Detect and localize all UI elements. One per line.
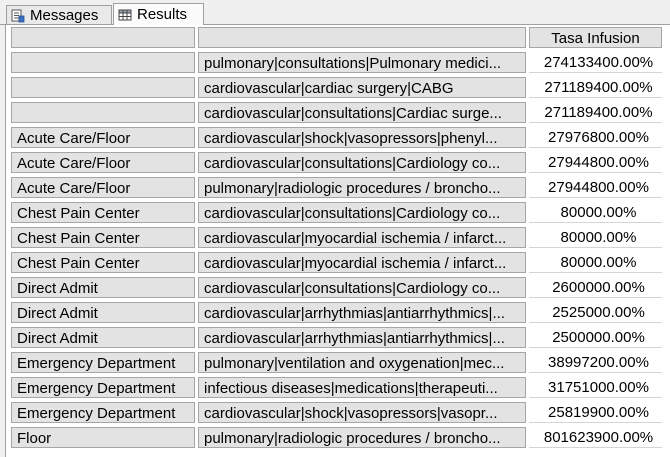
table-row[interactable]: Emergency Department cardiovascular|shoc… <box>6 400 670 425</box>
row-header-cell[interactable]: cardiovascular|shock|vasopressors|vasopr… <box>198 402 526 423</box>
table-row[interactable]: Direct Admit cardiovascular|consultation… <box>6 275 670 300</box>
row-header-cell[interactable]: Direct Admit <box>11 302 195 323</box>
row-header-cell[interactable]: Chest Pain Center <box>11 227 195 248</box>
table-row[interactable]: Emergency Department infectious diseases… <box>6 375 670 400</box>
row-header-cell[interactable]: Floor <box>11 427 195 448</box>
row-header-cell[interactable]: Acute Care/Floor <box>11 177 195 198</box>
tab-messages[interactable]: Messages <box>6 5 112 25</box>
results-tab-bar: Messages Results <box>0 0 670 26</box>
table-row[interactable]: pulmonary|consultations|Pulmonary medici… <box>6 50 670 75</box>
table-row[interactable]: Emergency Department pulmonary|ventilati… <box>6 350 670 375</box>
tasa-infusion-cell[interactable]: 271189400.00% <box>529 102 662 123</box>
table-row[interactable]: cardiovascular|consultations|Cardiac sur… <box>6 100 670 125</box>
tasa-infusion-cell[interactable]: 80000.00% <box>529 227 662 248</box>
row-header-cell[interactable]: Acute Care/Floor <box>11 127 195 148</box>
row-header-cell[interactable]: Chest Pain Center <box>11 202 195 223</box>
tasa-infusion-cell[interactable]: 38997200.00% <box>529 352 662 373</box>
row-header-cell[interactable]: pulmonary|radiologic procedures / bronch… <box>198 177 526 198</box>
tasa-infusion-cell[interactable]: 2525000.00% <box>529 302 662 323</box>
results-grid[interactable]: Tasa Infusion pulmonary|consultations|Pu… <box>5 25 670 457</box>
tasa-infusion-cell[interactable]: 27944800.00% <box>529 152 662 173</box>
row-header-cell[interactable]: cardiovascular|cardiac surgery|CABG <box>198 77 526 98</box>
grid-header-row: Tasa Infusion <box>6 25 670 50</box>
column-header-2[interactable] <box>198 27 526 48</box>
row-header-cell[interactable]: cardiovascular|consultations|Cardiology … <box>198 277 526 298</box>
tasa-infusion-cell[interactable]: 801623900.00% <box>529 427 662 448</box>
row-header-cell[interactable]: Emergency Department <box>11 352 195 373</box>
row-header-cell[interactable]: Acute Care/Floor <box>11 152 195 173</box>
row-header-cell[interactable]: cardiovascular|consultations|Cardiac sur… <box>198 102 526 123</box>
row-header-cell[interactable] <box>11 52 195 73</box>
grid-icon <box>118 9 132 20</box>
tasa-infusion-cell[interactable]: 27976800.00% <box>529 127 662 148</box>
tasa-infusion-cell[interactable]: 27944800.00% <box>529 177 662 198</box>
row-header-cell[interactable]: infectious diseases|medications|therapeu… <box>198 377 526 398</box>
table-row[interactable]: cardiovascular|cardiac surgery|CABG 2711… <box>6 75 670 100</box>
table-row[interactable]: Direct Admit cardiovascular|arrhythmias|… <box>6 325 670 350</box>
table-row[interactable]: Chest Pain Center cardiovascular|consult… <box>6 200 670 225</box>
row-header-cell[interactable]: cardiovascular|arrhythmias|antiarrhythmi… <box>198 302 526 323</box>
row-header-cell[interactable]: Emergency Department <box>11 377 195 398</box>
table-row[interactable]: Acute Care/Floor cardiovascular|consulta… <box>6 150 670 175</box>
table-row[interactable]: Acute Care/Floor pulmonary|radiologic pr… <box>6 175 670 200</box>
row-header-cell[interactable]: Direct Admit <box>11 327 195 348</box>
row-header-cell[interactable]: cardiovascular|shock|vasopressors|phenyl… <box>198 127 526 148</box>
table-row[interactable]: Chest Pain Center cardiovascular|myocard… <box>6 225 670 250</box>
row-header-cell[interactable]: pulmonary|consultations|Pulmonary medici… <box>198 52 526 73</box>
row-header-cell[interactable]: cardiovascular|consultations|Cardiology … <box>198 152 526 173</box>
tasa-infusion-cell[interactable]: 274133400.00% <box>529 52 662 73</box>
row-header-cell[interactable]: Chest Pain Center <box>11 252 195 273</box>
table-row[interactable]: Floor pulmonary|radiologic procedures / … <box>6 425 670 450</box>
row-header-cell[interactable]: cardiovascular|arrhythmias|antiarrhythmi… <box>198 327 526 348</box>
tasa-infusion-cell[interactable]: 2500000.00% <box>529 327 662 348</box>
tasa-infusion-cell[interactable]: 80000.00% <box>529 202 662 223</box>
row-header-cell[interactable]: Emergency Department <box>11 402 195 423</box>
row-header-cell[interactable]: pulmonary|ventilation and oxygenation|me… <box>198 352 526 373</box>
tab-messages-label: Messages <box>30 7 99 24</box>
tasa-infusion-cell[interactable]: 31751000.00% <box>529 377 662 398</box>
tasa-infusion-cell[interactable]: 80000.00% <box>529 252 662 273</box>
table-row[interactable]: Acute Care/Floor cardiovascular|shock|va… <box>6 125 670 150</box>
column-header-tasa-infusion[interactable]: Tasa Infusion <box>529 27 662 48</box>
row-header-cell[interactable] <box>11 77 195 98</box>
tab-results[interactable]: Results <box>113 3 204 25</box>
row-header-cell[interactable]: cardiovascular|myocardial ischemia / inf… <box>198 252 526 273</box>
table-row[interactable]: Chest Pain Center cardiovascular|myocard… <box>6 250 670 275</box>
column-header-1[interactable] <box>11 27 195 48</box>
row-header-cell[interactable]: cardiovascular|consultations|Cardiology … <box>198 202 526 223</box>
tab-divider <box>0 24 670 25</box>
row-header-cell[interactable]: cardiovascular|myocardial ischemia / inf… <box>198 227 526 248</box>
tasa-infusion-cell[interactable]: 271189400.00% <box>529 77 662 98</box>
table-row[interactable]: Direct Admit cardiovascular|arrhythmias|… <box>6 300 670 325</box>
row-header-cell[interactable]: Direct Admit <box>11 277 195 298</box>
tasa-infusion-cell[interactable]: 25819900.00% <box>529 402 662 423</box>
messages-icon <box>11 9 25 22</box>
row-header-cell[interactable] <box>11 102 195 123</box>
tasa-infusion-cell[interactable]: 2600000.00% <box>529 277 662 298</box>
tab-results-label: Results <box>137 6 188 23</box>
row-header-cell[interactable]: pulmonary|radiologic procedures / bronch… <box>198 427 526 448</box>
